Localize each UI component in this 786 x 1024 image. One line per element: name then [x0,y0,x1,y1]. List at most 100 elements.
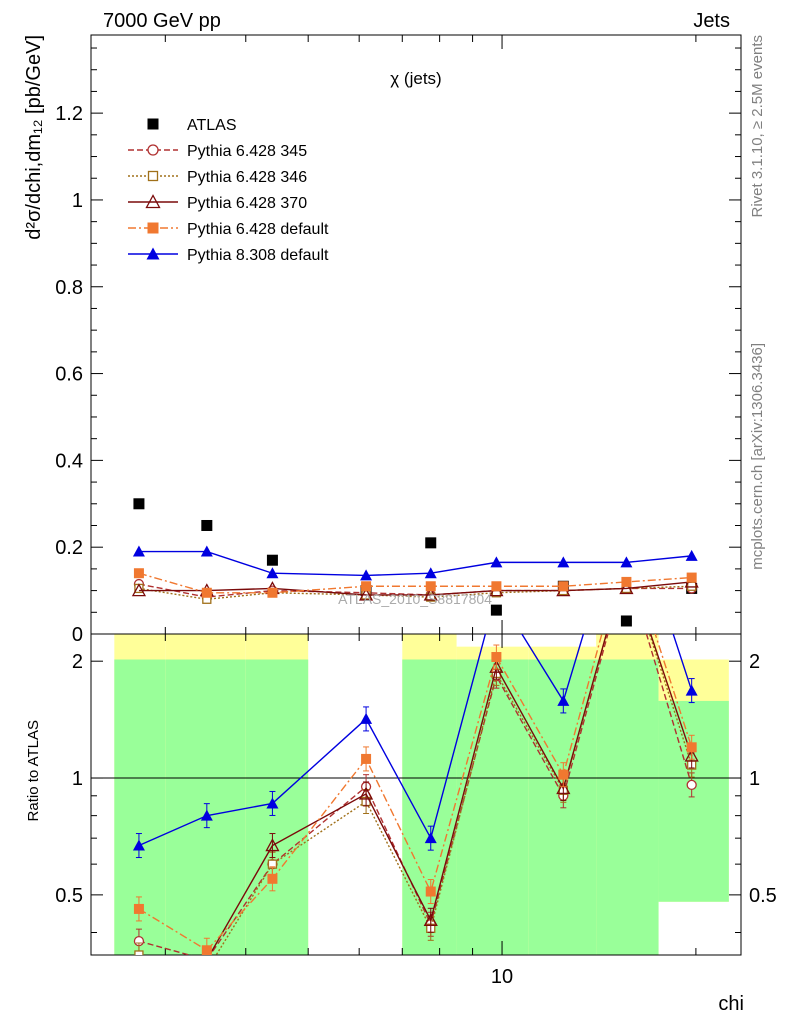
ratio-point-pythia-6-428-default [491,652,502,663]
ratio-point-pythia-8-308-default [424,832,437,844]
main-line-pythia-8-308-default [138,550,692,577]
main-point-pythia-8-308-default [266,567,279,579]
main-point-pythia-6-428-default [133,568,144,579]
main-point-pythia-6-428-370 [619,581,634,595]
legend-label-pythia-6-428-346: Pythia 6.428 346 [187,169,307,186]
ratio-point-pythia-6-428-default [686,742,697,753]
legend-marker-pythia-6-428-370 [145,194,161,209]
ratio-uncertainty-bands [114,634,729,955]
main-point-pythia-8-308-default [490,556,503,568]
main-point-pythia-8-308-default [424,567,437,579]
main-point-pythia-6-428-default [686,572,697,583]
main-y-tick-label: 0.2 [55,537,83,559]
ratio-y-tick-label-right: 1 [749,768,760,790]
main-point-atlas [266,554,278,566]
main-point-pythia-6-428-default [361,581,372,592]
header-left: 7000 GeV pp [103,10,221,32]
main-point-pythia-6-428-default [425,581,436,592]
main-y-tick-label: 0.8 [55,277,83,299]
main-point-atlas [620,615,632,627]
header-right: Jets [693,10,730,32]
ratio-band-green [165,659,246,955]
ratio-point-pythia-8-308-default [620,485,632,496]
main-point-pythia-6-428-370 [358,587,374,601]
ratio-band-green [402,659,457,955]
side-label-top: Rivet 3.1.10, ≥ 2.5M events [749,35,766,218]
main-point-pythia-6-428-default [558,581,569,592]
legend-marker-pythia-6-428-346 [147,170,159,182]
legend-marker-atlas [147,118,159,130]
ratio-y-tick-label: 1 [72,768,83,790]
ratio-point-pythia-6-428-370 [423,912,438,926]
legend-label-atlas: ATLAS [187,117,237,134]
ratio-point-pythia-6-428-default [267,873,278,884]
ratio-panel-series [132,485,699,975]
ratio-band-green [596,659,659,955]
main-point-pythia-6-428-default [267,587,278,598]
main-point-pythia-8-308-default [132,545,145,557]
ratio-point-pythia-6-428-default [133,903,144,914]
ratio-point-pythia-8-308-default [132,839,145,851]
main-point-pythia-8-308-default [200,545,213,557]
ratio-point-pythia-6-428-370 [133,964,145,975]
ratio-point-pythia-6-428-370 [358,786,374,800]
main-point-pythia-6-428-default [201,587,212,598]
ratio-panel-frame [90,633,742,956]
axes: 0 0.2 0.4 0.6 0.8 1 1.2 0.5 0.5 1 1 2 2 10 [55,35,777,988]
y-axis-label-ratio: Ratio to ATLAS [25,720,42,821]
ratio-point-pythia-6-428-default [621,539,631,549]
main-point-pythia-6-428-370 [423,587,438,601]
main-point-atlas [425,537,437,549]
legend-marker-pythia-6-428-default [147,222,159,234]
x-tick-label: 10 [491,966,513,988]
main-point-pythia-6-428-default [621,576,632,587]
ratio-point-pythia-8-308-default [557,694,570,706]
ratio-point-pythia-6-428-370 [556,781,571,795]
ratio-point-pythia-8-308-default [360,712,373,724]
main-y-tick-label: 1.2 [55,103,83,125]
side-label-bottom: mcplots.cern.ch [arXiv:1306.3436] [749,343,766,570]
ratio-point-pythia-6-428-default [361,753,372,764]
ratio-point-pythia-6-428-default [201,945,212,955]
main-point-pythia-6-428-default [491,581,502,592]
ratio-point-pythia-6-428-default [558,769,569,780]
main-point-atlas [490,604,502,616]
legend-label-pythia-6-428-default: Pythia 6.428 default [187,221,329,238]
chart-title: χ (jets) [390,69,441,88]
y-axis-label-main: d²σ/dchi,dm₁₂ [pb/GeV] [23,35,45,240]
ratio-y-tick-label: 0.5 [55,885,83,907]
legend-label-pythia-6-428-370: Pythia 6.428 370 [187,195,307,212]
main-point-pythia-6-428-346 [687,581,697,591]
legend-label-pythia-6-428-345: Pythia 6.428 345 [187,143,307,160]
main-point-pythia-8-308-default [685,549,698,561]
watermark: ATLAS_2010_S8817804 [338,591,492,607]
ratio-point-pythia-8-308-default [266,797,279,809]
ratio-y-tick-label: 2 [72,651,83,673]
ratio-point-pythia-6-428-345 [205,954,209,955]
main-point-atlas [201,519,213,531]
main-panel-series [131,498,699,627]
main-point-atlas [133,498,145,510]
ratio-point-pythia-6-428-346 [134,950,144,955]
ratio-point-pythia-8-308-default [685,684,698,696]
main-point-pythia-8-308-default [620,556,633,568]
main-point-pythia-6-428-370 [131,583,147,597]
ratio-point-pythia-8-308-default [200,809,213,821]
plot-frames [90,34,742,956]
main-point-pythia-8-308-default [557,556,570,568]
ratio-point-pythia-6-428-370 [684,748,699,762]
main-y-tick-label: 0.6 [55,364,83,386]
ratio-point-pythia-6-428-370 [265,838,280,852]
main-y-tick-label: 1 [72,190,83,212]
ratio-point-pythia-6-428-default [425,886,436,897]
ratio-point-pythia-6-428-345 [686,779,697,791]
main-y-tick-label: 0.4 [55,450,83,472]
main-y-tick-label: 0 [72,624,83,646]
x-axis-label: chi [718,993,744,1015]
ratio-y-tick-label-right: 0.5 [749,885,777,907]
legend-marker-pythia-8-308-default [146,247,160,260]
ratio-band-green [658,700,729,902]
ratio-y-tick-label-right: 2 [749,651,760,673]
ratio-point-pythia-6-428-346 [203,966,211,974]
